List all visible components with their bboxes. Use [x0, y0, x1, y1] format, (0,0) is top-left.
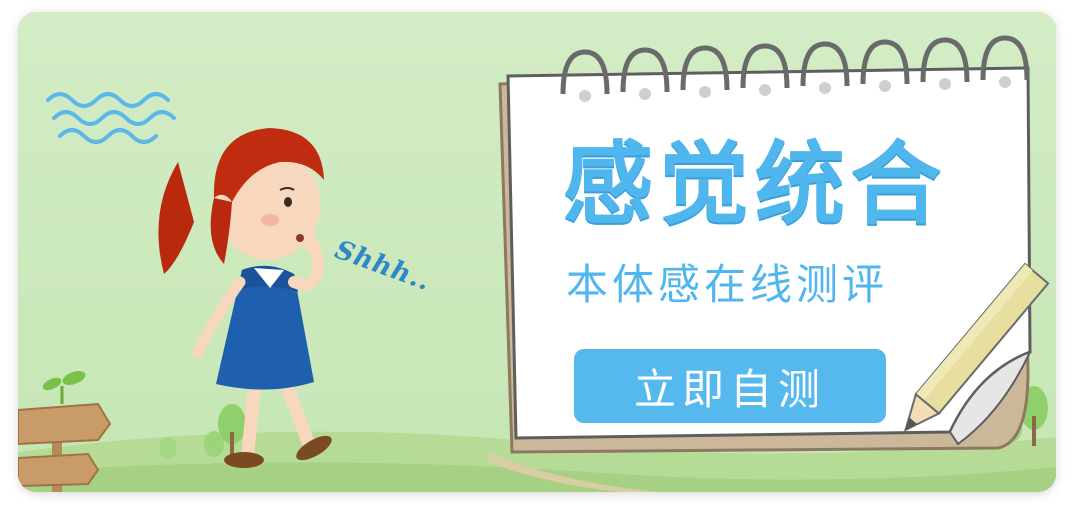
sprout-icon [42, 371, 86, 405]
signpost-icon [18, 402, 112, 492]
pencil-icon [903, 262, 1050, 432]
tree-icon [159, 404, 246, 459]
wave-lines-icon [46, 92, 176, 144]
page-title: 感觉统合 [563, 132, 947, 237]
banner-scene [18, 12, 1056, 492]
page-subtitle: 本体感在线测评 [566, 260, 889, 309]
banner-card[interactable]: Shhh.. 感觉统合 本体感在线测评 立即自测 [18, 12, 1056, 492]
girl-illustration [158, 128, 332, 468]
self-test-button[interactable]: 立即自测 [574, 349, 886, 423]
ground [18, 431, 1056, 492]
